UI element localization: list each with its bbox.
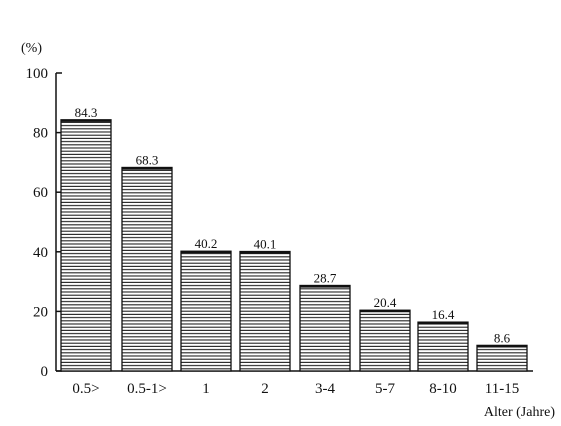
bar (299, 284, 351, 372)
category-label: 5-7 (375, 381, 395, 397)
bars (60, 119, 528, 372)
bar (417, 321, 469, 372)
data-label: 40.1 (254, 237, 277, 252)
y-axis: 0 20 40 60 80 100 (26, 66, 62, 380)
bar (121, 166, 173, 372)
y-tick-label: 60 (33, 185, 48, 201)
y-axis-unit-label: (%) (21, 41, 42, 56)
data-label: 28.7 (314, 270, 337, 285)
category-label: 11-15 (485, 381, 519, 397)
y-tick-label: 20 (33, 304, 48, 320)
data-label: 8.6 (494, 330, 511, 345)
data-label: 40.2 (195, 236, 218, 251)
data-label: 20.4 (374, 295, 397, 310)
category-label: 0.5> (72, 381, 99, 397)
data-label: 84.3 (75, 105, 98, 120)
data-label: 68.3 (136, 152, 159, 167)
category-label: 0.5-1> (127, 381, 167, 397)
category-label: 2 (261, 381, 269, 397)
data-label: 16.4 (432, 307, 455, 322)
y-tick-label: 40 (33, 245, 48, 261)
category-label: 3-4 (315, 381, 335, 397)
bar (239, 250, 291, 372)
bar (359, 309, 411, 372)
bar (60, 119, 112, 372)
y-tick-label: 80 (33, 126, 48, 142)
data-labels: 84.3 68.3 40.2 40.1 28.7 20.4 16.4 8.6 (75, 105, 511, 346)
category-labels: 0.5> 0.5-1> 1 2 3-4 5-7 8-10 11-15 (72, 381, 519, 397)
bar (476, 344, 528, 372)
x-axis-title: Alter (Jahre) (484, 405, 555, 420)
category-label: 1 (202, 381, 210, 397)
y-tick-label: 0 (41, 364, 49, 380)
bar (180, 250, 232, 372)
y-tick-label: 100 (26, 66, 49, 82)
category-label: 8-10 (429, 381, 457, 397)
